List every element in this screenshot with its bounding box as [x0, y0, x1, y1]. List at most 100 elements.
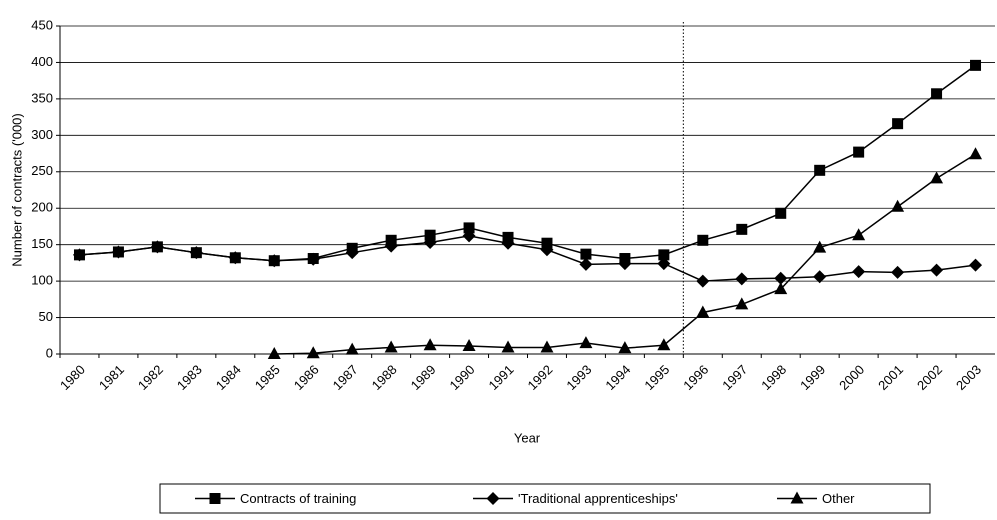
data-point	[580, 248, 592, 260]
data-point	[892, 118, 904, 130]
x-tick-label: 2000	[836, 362, 867, 393]
legend-label: Other	[822, 491, 855, 506]
legend-marker	[486, 492, 500, 505]
data-point	[930, 171, 944, 184]
data-point	[541, 237, 553, 249]
x-tick-label: 1999	[797, 362, 828, 393]
legend-label: Contracts of training	[240, 491, 356, 506]
legend-marker	[209, 493, 221, 504]
data-point	[424, 229, 436, 241]
x-tick-label: 1988	[369, 362, 400, 393]
y-tick-label: 0	[46, 345, 53, 360]
data-point	[852, 228, 866, 241]
x-tick-label: 1991	[486, 362, 517, 393]
data-point	[540, 340, 554, 353]
data-point	[852, 265, 866, 279]
y-tick-label: 250	[31, 163, 53, 178]
y-tick-label: 400	[31, 54, 53, 69]
data-point	[267, 254, 281, 268]
data-point	[735, 297, 749, 310]
x-tick-label: 1983	[174, 362, 205, 393]
data-point	[930, 263, 944, 277]
data-point	[462, 338, 476, 351]
x-tick-label: 1987	[330, 362, 361, 393]
data-point	[774, 282, 788, 295]
data-point	[228, 251, 242, 265]
x-tick-label: 1996	[680, 362, 711, 393]
data-point	[267, 347, 281, 359]
data-point	[618, 257, 632, 271]
x-tick-label: 1995	[641, 362, 672, 393]
data-point	[501, 340, 515, 353]
series-line	[79, 235, 976, 282]
data-point	[736, 223, 748, 235]
data-point	[540, 243, 554, 257]
y-tick-label: 450	[31, 17, 53, 32]
legend-marker	[790, 491, 804, 504]
data-point	[931, 88, 943, 100]
x-tick-label: 1992	[524, 362, 555, 393]
data-point	[969, 258, 983, 272]
x-tick-label: 2001	[875, 362, 906, 393]
data-point	[423, 338, 437, 351]
data-point	[735, 272, 749, 286]
data-point	[72, 248, 86, 262]
x-tick-label: 2002	[914, 362, 945, 393]
data-point	[423, 235, 437, 249]
data-point	[579, 257, 593, 271]
data-point	[306, 252, 320, 266]
data-point	[969, 147, 983, 160]
x-tick-label: 1984	[213, 362, 244, 393]
data-point	[697, 234, 709, 246]
data-point	[579, 336, 593, 349]
data-point	[813, 270, 827, 284]
x-tick-label: 1985	[252, 362, 283, 393]
data-point	[384, 239, 398, 253]
y-axis-title: Number of contracts ('000)	[9, 113, 24, 267]
x-tick-label: 1980	[57, 362, 88, 393]
data-point	[813, 240, 827, 253]
x-tick-label: 1982	[135, 362, 166, 393]
data-point	[891, 265, 905, 279]
y-tick-label: 300	[31, 127, 53, 142]
data-point	[657, 257, 671, 271]
data-point	[306, 346, 320, 359]
data-point	[970, 59, 982, 71]
data-point	[463, 222, 475, 234]
x-tick-label: 1990	[447, 362, 478, 393]
data-point	[657, 338, 671, 351]
data-point	[696, 305, 710, 318]
data-point	[618, 341, 632, 354]
x-tick-label: 1994	[602, 362, 633, 393]
data-point	[853, 146, 865, 158]
x-tick-label: 1986	[291, 362, 322, 393]
data-point	[462, 229, 476, 243]
data-point	[891, 199, 905, 212]
x-tick-label: 1981	[96, 362, 127, 393]
y-tick-label: 100	[31, 273, 53, 288]
x-tick-label: 1998	[758, 362, 789, 393]
legend-label: 'Traditional apprenticeships'	[518, 491, 678, 506]
data-point	[111, 245, 125, 259]
y-tick-label: 200	[31, 200, 53, 215]
y-tick-label: 350	[31, 90, 53, 105]
data-point	[696, 274, 710, 288]
series-line	[79, 64, 976, 262]
x-tick-label: 1993	[563, 362, 594, 393]
data-point	[384, 340, 398, 353]
y-tick-label: 50	[39, 309, 53, 324]
data-point	[189, 246, 203, 260]
data-point	[150, 240, 164, 254]
x-tick-label: 1997	[719, 362, 750, 393]
legend-box	[159, 483, 931, 514]
data-point	[658, 249, 670, 261]
x-tick-label: 1989	[408, 362, 439, 393]
y-tick-label: 150	[31, 236, 53, 251]
data-point	[814, 164, 826, 176]
data-point	[345, 342, 359, 355]
data-point	[775, 207, 787, 219]
data-point	[501, 236, 515, 250]
data-point	[774, 271, 788, 285]
x-axis-title: Year	[514, 430, 541, 445]
